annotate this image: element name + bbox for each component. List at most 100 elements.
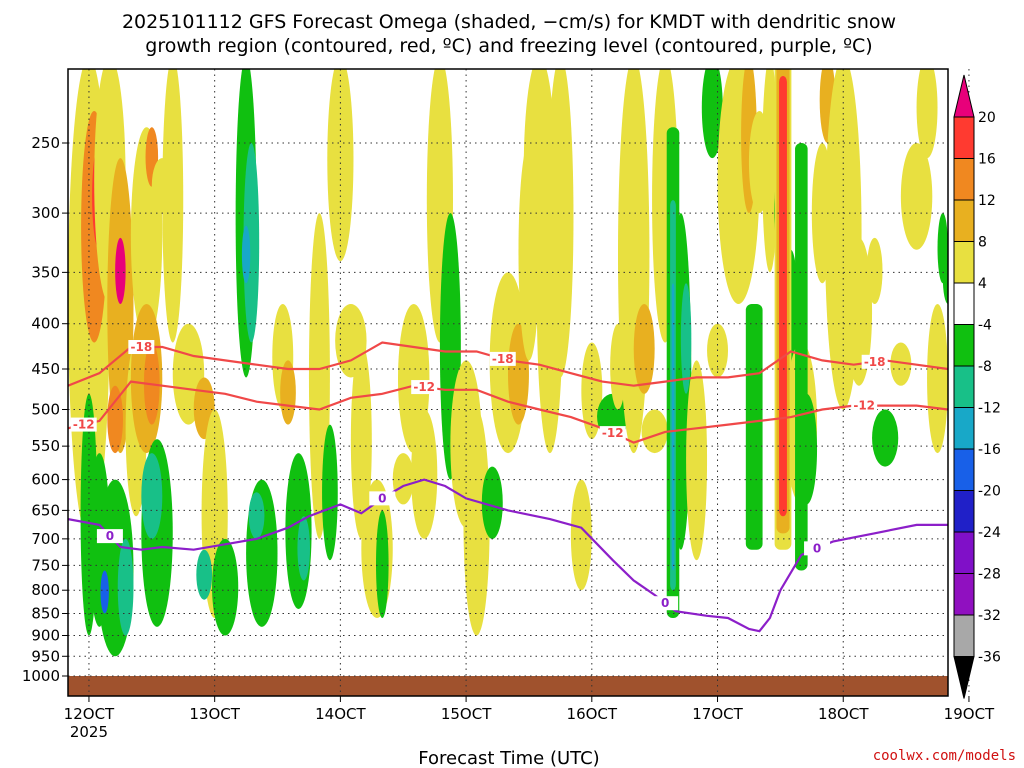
contour-label-background (861, 354, 888, 369)
contour-label: -18 (130, 340, 152, 354)
y-tick-label: 1000 (22, 667, 60, 685)
omega-shade-patch (633, 303, 655, 394)
colorbar-tick-label: 4 (978, 276, 987, 292)
omega-shade-patch (297, 516, 311, 581)
colorbar-tick-label: 8 (978, 235, 987, 251)
y-tick-label: 450 (31, 360, 60, 378)
colorbar-tick-label: -16 (978, 442, 1001, 458)
omega-shade-patch (280, 360, 296, 425)
omega-shade-patch (411, 409, 438, 539)
colorbar-segment (953, 282, 975, 325)
omega-shade-patch (463, 409, 490, 636)
omega-shade-patch (392, 453, 414, 505)
colorbar-tick-label: -24 (978, 525, 1001, 541)
colorbar-segment (953, 116, 975, 159)
site-credit: coolwx.com/models (873, 748, 1016, 764)
colorbar-tick-label: 12 (978, 193, 996, 209)
colorbar-segment (953, 158, 975, 201)
y-tick-label: 400 (31, 315, 60, 333)
omega-shade-patch (570, 479, 592, 591)
colorbar-tick-label: -4 (978, 318, 992, 334)
colorbar-segment (953, 614, 975, 657)
y-axis-ticks: 250 300 350 400 450 500 550 600 650 700 750 800 850 9… (22, 134, 68, 685)
omega-shade-band (779, 75, 787, 517)
x-tick-label: 17OCT (692, 705, 743, 723)
y-tick-label: 250 (31, 134, 60, 152)
omega-shade-patch (196, 549, 213, 600)
omega-shade-patch (900, 143, 933, 250)
omega-shade-patch (100, 570, 109, 614)
omega-shade-patch (162, 69, 184, 343)
omega-shade-patch (508, 323, 529, 425)
omega-shade-patch (243, 143, 260, 343)
omega-shade-patch (581, 342, 603, 440)
x-tick-label: 18OCT (818, 705, 869, 723)
plot-area: -18 -18 -18 -12 -12 -12 -12 0 0 0 0 (67, 68, 970, 697)
colorbar-segment (953, 324, 975, 367)
omega-shade-patch (680, 283, 692, 394)
contour-label: -12 (413, 380, 435, 394)
contour-label: -12 (73, 418, 95, 432)
contour-label-background (369, 491, 396, 506)
omega-shade-patch (107, 385, 124, 454)
x-tick-year-label: 2025 (70, 723, 108, 741)
colorbar-tick-label: -32 (978, 608, 1001, 624)
y-tick-label: 300 (31, 204, 60, 222)
omega-shade-patch (107, 158, 134, 454)
omega-shade-patch (376, 510, 389, 619)
x-tick-label: 12OCT (64, 705, 115, 723)
x-tick-label: 16OCT (567, 705, 618, 723)
contour-label-background (70, 417, 97, 432)
contour-label: -12 (602, 426, 624, 440)
omega-colorbar: 20 16 12 8 4 -4 -8 -12 -16 -20 -24 -28 -32 -36 (953, 74, 1001, 699)
contour-label-background (599, 426, 626, 441)
colorbar-tick-label: -20 (978, 484, 1001, 500)
y-tick-label: 700 (31, 530, 60, 548)
omega-shade-patch (866, 237, 883, 304)
contour-lines: -18 -18 -18 -12 -12 -12 -12 0 0 0 0 (68, 340, 948, 633)
y-tick-label: 950 (31, 647, 60, 665)
contour-line (68, 478, 948, 633)
y-tick-label: 850 (31, 605, 60, 623)
plot-frame (67, 68, 949, 697)
colorbar-segment (953, 365, 975, 408)
omega-shade-patch (241, 225, 251, 284)
colorbar-segment (953, 490, 975, 533)
chart-title-line-1: 2025101112 GFS Forecast Omega (shaded, −… (122, 11, 896, 33)
colorbar-tick-label: -36 (978, 650, 1001, 666)
contour-label: 0 (661, 596, 669, 610)
colorbar-segment (953, 199, 975, 242)
omega-shade-patch (927, 303, 948, 454)
y-tick-label: 750 (31, 556, 60, 574)
omega-shade-band (795, 143, 808, 571)
x-tick-label: 19OCT (944, 705, 995, 723)
omega-shade-patch (547, 69, 574, 378)
omega-shade-patch (117, 538, 134, 636)
omega-shade-patch (686, 360, 708, 561)
colorbar-segment (953, 448, 975, 491)
colorbar-segment (953, 407, 975, 450)
contour-label-background (96, 529, 123, 544)
terrain-ground (68, 676, 948, 696)
y-tick-label: 500 (31, 401, 60, 419)
contour-label-background (851, 398, 878, 413)
omega-shade-band (671, 283, 675, 571)
omega-shade-patch (872, 409, 899, 467)
omega-shade-patch (942, 249, 948, 304)
omega-shade-patch (845, 237, 873, 386)
chart-title-line-2: growth region (contoured, red, ºC) and f… (145, 35, 872, 57)
y-tick-label: 900 (31, 626, 60, 644)
y-tick-label: 800 (31, 581, 60, 599)
x-tick-label: 14OCT (315, 705, 366, 723)
y-tick-label: 650 (31, 501, 60, 519)
contour-label-background (804, 541, 831, 556)
contour-label-background (652, 596, 679, 611)
omega-shade-patch (916, 69, 938, 159)
omega-shade-band (745, 303, 763, 550)
contour-label-background (128, 340, 155, 355)
omega-shade-patch (890, 342, 912, 386)
omega-shade-patch (322, 424, 338, 561)
contour-label: 0 (378, 491, 386, 505)
contour-label-background (411, 380, 438, 395)
